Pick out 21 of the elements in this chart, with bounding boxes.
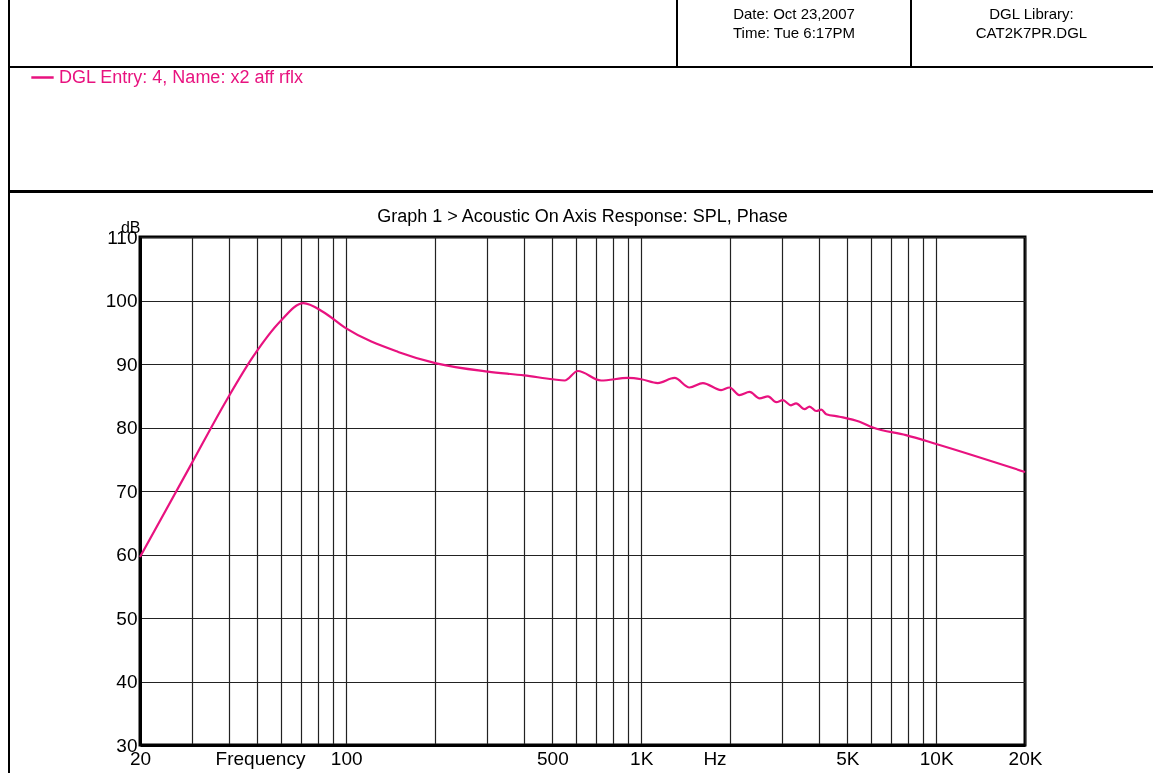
y-tick-label: 70 xyxy=(116,480,138,502)
text: CAT2K7PR.DGL xyxy=(974,23,1089,42)
text: Hz xyxy=(703,748,727,770)
x-tick-label: 100 xyxy=(330,747,363,769)
x-tick-label: 20K xyxy=(1008,747,1043,769)
x-axis-title: Frequency xyxy=(215,747,306,769)
x-tick-label: 10K xyxy=(919,747,954,769)
text: Date: Oct 23,2007 xyxy=(732,4,856,23)
x-tick-label: 500 xyxy=(537,747,569,769)
y-tick-label: 80 xyxy=(116,417,138,438)
chart-title: Graph 1 > Acoustic On Axis Response: SPL, Phase xyxy=(377,206,788,226)
legend-label: DGL Entry: 4, Name: x2 aff rflx xyxy=(59,66,304,87)
text: DGL Library: xyxy=(988,4,1075,23)
x-tick-label: 1K xyxy=(630,747,654,769)
y-tick-label: 40 xyxy=(116,671,138,692)
y-tick-label: 90 xyxy=(116,353,138,375)
y-tick-label: 60 xyxy=(116,544,138,565)
x-tick-label: 5K xyxy=(836,747,860,769)
y-tick-label: 100 xyxy=(105,290,138,311)
text: Time: Tue 6:17PM xyxy=(732,23,856,42)
y-tick-label: 50 xyxy=(116,607,138,629)
